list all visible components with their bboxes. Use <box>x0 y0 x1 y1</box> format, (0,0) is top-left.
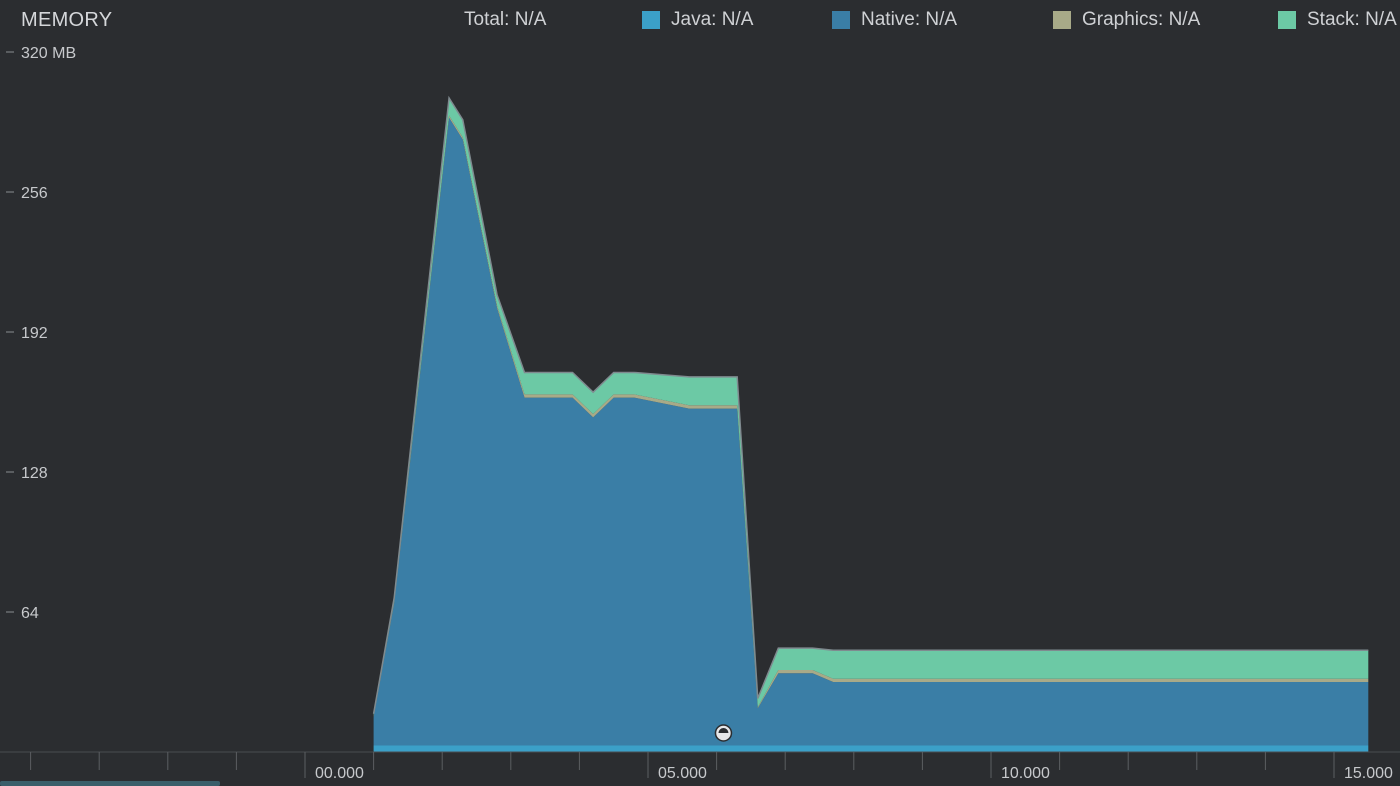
legend-label-native: Native: N/A <box>861 9 958 30</box>
y-tick-label: 128 <box>21 465 48 482</box>
legend-item-java: Java: N/A <box>642 9 753 31</box>
legend-swatch-java <box>642 11 660 29</box>
legend-label-java: Java: N/A <box>671 9 754 30</box>
y-tick-label: 64 <box>21 605 39 622</box>
area-series-native <box>373 117 1369 746</box>
legend-swatch-stack <box>1278 11 1296 29</box>
legend-total: Total: N/A <box>464 9 546 31</box>
x-tick-label: 15.000 <box>1344 765 1393 782</box>
area-series-stack <box>373 97 1369 716</box>
legend-total-label: Total: N/A <box>464 9 547 30</box>
gc-event-icon-half <box>718 728 729 733</box>
stacked-areas <box>372 95 1369 752</box>
x-axis: 00.000 05.000 10.000 15.000 <box>30 752 1393 782</box>
legend-swatch-native <box>832 11 850 29</box>
chart-title: MEMORY <box>21 9 113 31</box>
x-tick-label: 10.000 <box>1001 765 1050 782</box>
x-tick-label: 05.000 <box>658 765 707 782</box>
timeline-scrollbar[interactable] <box>0 781 220 786</box>
legend-item-stack: Stack: N/A <box>1278 9 1397 31</box>
x-tick-label: 00.000 <box>315 765 364 782</box>
total-outline <box>372 95 1369 714</box>
gc-event-marker[interactable] <box>714 724 733 742</box>
legend-item-native: Native: N/A <box>832 9 957 31</box>
y-tick-label: 256 <box>21 185 48 202</box>
area-series-java <box>373 745 1369 752</box>
y-tick-label: 192 <box>21 325 48 342</box>
legend-label-graphics: Graphics: N/A <box>1082 9 1201 30</box>
y-axis: 64 128 192 256 320 MB <box>6 45 76 622</box>
legend-swatch-graphics <box>1053 11 1071 29</box>
legend-label-stack: Stack: N/A <box>1307 9 1397 30</box>
y-tick-label: 320 MB <box>21 45 76 62</box>
legend-item-graphics: Graphics: N/A <box>1053 9 1200 31</box>
